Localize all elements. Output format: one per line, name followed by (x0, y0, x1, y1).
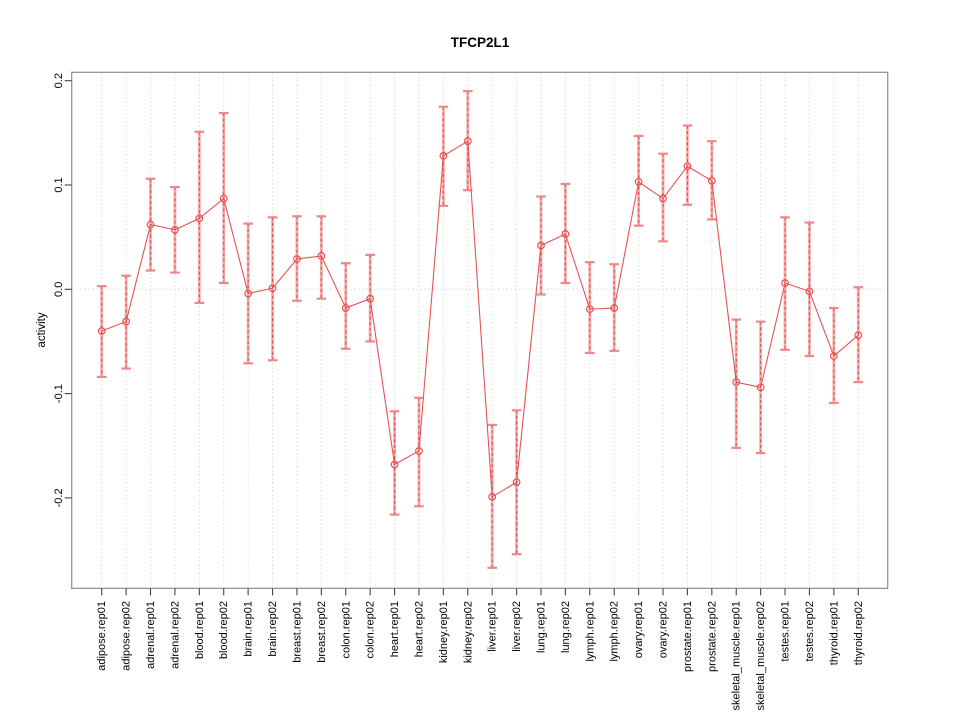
data-point-marker (244, 289, 253, 298)
data-point-marker (854, 331, 863, 340)
data-point-marker (610, 304, 619, 312)
x-tick-label: skeletal_muscle.rep02 (755, 601, 767, 710)
y-tick-label: 0.0 (53, 282, 65, 297)
data-point-marker (683, 162, 692, 171)
x-tick-label: blood.rep01 (194, 601, 206, 659)
data-point-marker (268, 284, 277, 293)
series-line (101, 140, 859, 498)
data-point-marker (463, 137, 472, 146)
x-tick-label: lung.rep01 (535, 601, 547, 653)
x-tick-label: colon.rep02 (365, 601, 377, 659)
x-tick-label: kidney.rep02 (462, 601, 474, 663)
data-point-marker (634, 177, 643, 186)
data-point-marker (195, 214, 204, 223)
x-tick-label: prostate.rep01 (682, 601, 694, 672)
data-point-marker (732, 378, 741, 387)
x-tick-label: lung.rep02 (560, 601, 572, 653)
data-point-marker (293, 255, 301, 263)
data-point-marker (781, 279, 789, 287)
y-tick-label: 0.2 (53, 73, 65, 88)
x-tick-label: ovary.rep02 (658, 601, 670, 658)
x-tick-label: heart.rep02 (413, 601, 425, 657)
data-point-marker (561, 230, 570, 238)
x-tick-label: adipose.rep02 (121, 601, 133, 671)
x-tick-label: liver.rep02 (511, 601, 523, 652)
data-point-marker (317, 252, 326, 260)
series-line-layer (101, 140, 859, 498)
data-point-marker (829, 352, 838, 360)
x-tick-label: lymph.rep01 (584, 601, 596, 662)
y-axis-label: activity (36, 312, 48, 347)
data-point-marker (439, 151, 448, 160)
data-point-marker (219, 194, 228, 203)
y-tick-label: -0.2 (53, 488, 65, 507)
x-tick-label: colon.rep01 (340, 601, 352, 659)
x-tick-label: testes.rep01 (780, 601, 792, 662)
plot-border-box (71, 71, 889, 589)
y-tick-label: -0.1 (53, 384, 65, 403)
error-bars-layer (96, 90, 864, 569)
data-point-marker (488, 492, 497, 501)
x-tick-label: breast.rep02 (316, 601, 328, 663)
x-tick-label: testes.rep02 (804, 601, 816, 662)
data-point-marker (366, 294, 375, 303)
x-tick-label: liver.rep01 (487, 601, 499, 652)
data-point-marker (805, 287, 814, 296)
x-tick-labels: adipose.rep01 adipose.rep02 adrenal.rep01 a… (96, 601, 865, 710)
data-point-marker (707, 176, 716, 185)
data-point-marker (341, 304, 350, 312)
axis-ticks-layer (64, 80, 859, 596)
x-tick-label: brain.rep01 (243, 601, 255, 657)
data-point-marker (122, 317, 131, 326)
y-tick-labels: 0.2 0.1 0.0 -0.1 -0.2 (53, 73, 65, 507)
x-tick-label: brain.rep02 (267, 601, 279, 657)
x-tick-label: kidney.rep01 (438, 601, 450, 663)
gridlines-layer (101, 72, 859, 589)
data-point-marker (537, 241, 545, 250)
data-point-marker (756, 383, 765, 392)
chart-title: TFCP2L1 (451, 35, 510, 50)
data-point-marker (659, 194, 667, 203)
data-point-marker (97, 327, 106, 335)
x-tick-label: thyroid.rep01 (828, 601, 840, 665)
x-tick-label: adrenal.rep01 (145, 601, 157, 669)
data-point-marker (146, 220, 155, 229)
y-tick-label: 0.1 (53, 177, 65, 192)
data-point-marker (171, 225, 179, 234)
data-points-layer (97, 137, 863, 501)
data-point-marker (585, 305, 594, 314)
x-tick-label: blood.rep02 (218, 601, 230, 659)
x-tick-label: ovary.rep01 (633, 601, 645, 658)
data-point-marker (390, 460, 399, 469)
x-tick-label: skeletal_muscle.rep01 (731, 601, 743, 710)
data-point-marker (512, 478, 521, 487)
data-point-marker (415, 447, 423, 455)
x-tick-label: heart.rep01 (389, 601, 401, 657)
x-tick-label: breast.rep01 (291, 601, 303, 663)
x-tick-label: adipose.rep01 (96, 601, 108, 671)
x-tick-label: thyroid.rep02 (853, 601, 865, 665)
x-tick-label: lymph.rep02 (609, 601, 621, 662)
x-tick-label: adrenal.rep02 (169, 601, 181, 669)
x-tick-label: prostate.rep02 (706, 601, 718, 672)
